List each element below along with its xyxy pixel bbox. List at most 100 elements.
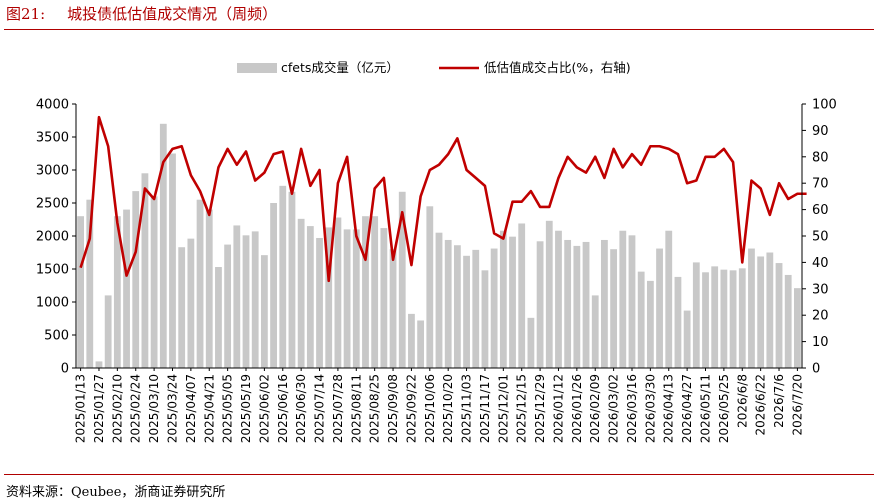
bar	[408, 313, 415, 368]
x-tick-label: 2025/06/02	[257, 374, 271, 443]
top-rule	[4, 29, 874, 30]
x-tick-label: 2026/7/6	[772, 374, 786, 428]
x-tick-label: 2026/05/11	[699, 374, 713, 443]
right-tick-label: 60	[812, 203, 829, 218]
bar	[619, 230, 627, 368]
x-tick-label: 2026/01/26	[570, 374, 584, 443]
bar	[380, 228, 388, 368]
bar	[536, 241, 544, 368]
x-tick-label: 2025/01/13	[74, 374, 88, 443]
source-note: 资料来源：Qeubee，浙商证券研究所	[6, 485, 226, 500]
bar	[628, 235, 636, 368]
bar	[738, 268, 746, 368]
left-tick-label: 500	[44, 329, 69, 344]
bar	[196, 199, 204, 368]
bar	[499, 230, 507, 368]
bar	[251, 231, 259, 368]
bar	[362, 216, 369, 368]
bar	[591, 295, 599, 368]
bar	[692, 262, 700, 368]
bar	[169, 153, 176, 368]
bar	[582, 241, 590, 368]
right-tick-label: 100	[812, 98, 837, 113]
figure-title: 图21: 城投债低估值成交情况（周频）	[6, 3, 277, 24]
left-tick-label: 1500	[36, 263, 69, 278]
x-tick-label: 2026/05/25	[717, 374, 731, 443]
x-tick-label: 2025/09/22	[404, 374, 418, 443]
bar	[637, 271, 645, 368]
x-tick-label: 2025/07/14	[313, 374, 327, 443]
bar	[132, 191, 140, 368]
ratio-line-series	[79, 115, 807, 283]
bar	[279, 185, 287, 368]
bar	[113, 216, 121, 368]
bar	[104, 295, 112, 368]
right-tick-label: 50	[812, 230, 829, 245]
bar	[371, 216, 379, 368]
left-tick-label: 4000	[36, 98, 69, 113]
left-tick-label: 1000	[36, 296, 69, 311]
bar	[509, 236, 516, 368]
bar	[444, 239, 452, 368]
bar	[306, 226, 314, 368]
bar	[270, 203, 277, 368]
right-tick-label: 70	[812, 177, 829, 192]
bar	[775, 263, 783, 368]
bar	[766, 252, 774, 368]
left-tick-label: 3500	[36, 131, 69, 146]
bar	[564, 239, 572, 368]
x-tick-label: 2025/07/28	[331, 374, 345, 443]
left-tick-label: 3000	[36, 164, 69, 179]
x-tick-label: 2025/06/30	[294, 374, 308, 443]
x-tick-label: 2025/01/27	[92, 374, 106, 443]
x-tick-label: 2026/6/22	[754, 374, 768, 436]
bar	[77, 216, 84, 368]
x-tick-label: 2026/03/30	[643, 374, 657, 443]
bar	[720, 269, 728, 368]
right-tick-label: 80	[812, 150, 829, 165]
right-tick-label: 0	[812, 362, 820, 377]
bar	[224, 244, 232, 368]
right-tick-label: 40	[812, 256, 829, 271]
x-tick-label: 2026/04/27	[680, 374, 694, 443]
x-tick-label: 2025/08/11	[349, 374, 363, 443]
x-tick-label: 2025/03/24	[165, 374, 179, 443]
x-tick-label: 2025/12/01	[496, 374, 510, 443]
left-tick-label: 2000	[36, 230, 69, 245]
bar	[453, 245, 461, 368]
bar	[352, 229, 360, 368]
left-tick-label: 2500	[36, 197, 69, 212]
x-tick-label: 2025/04/21	[202, 374, 216, 443]
bottom-rule	[4, 474, 874, 475]
bar	[794, 288, 801, 368]
x-tick-label: 2025/05/05	[221, 374, 235, 443]
legend-line-label: 低估值成交占比(%，右轴)	[484, 60, 631, 75]
bar	[417, 320, 425, 368]
bar	[398, 191, 406, 368]
bar	[288, 191, 296, 368]
bar	[187, 238, 195, 368]
x-tick-label: 2025/02/10	[110, 374, 124, 443]
bar	[325, 227, 333, 368]
bar	[656, 248, 663, 368]
bar	[748, 248, 755, 368]
legend-bar-swatch	[237, 63, 277, 73]
bar	[95, 361, 103, 368]
figure-title-text: 城投债低估值成交情况（周频）	[67, 5, 278, 23]
x-tick-label: 2025/03/10	[147, 374, 161, 443]
legend: cfets成交量（亿元） 低估值成交占比(%，右轴)	[237, 60, 631, 75]
right-tick-label: 10	[812, 335, 829, 350]
bar	[665, 230, 673, 368]
bar	[426, 206, 434, 368]
x-tick-label: 2025/05/19	[239, 374, 253, 443]
x-tick-label: 2025/06/16	[276, 374, 290, 443]
x-tick-label: 2025/04/07	[184, 374, 198, 443]
bar	[334, 217, 342, 368]
bar	[527, 317, 535, 368]
left-tick-label: 0	[61, 362, 69, 377]
bar	[297, 218, 305, 368]
bar	[260, 255, 268, 368]
bar	[472, 249, 480, 368]
bar	[683, 310, 691, 368]
bar	[205, 209, 213, 368]
